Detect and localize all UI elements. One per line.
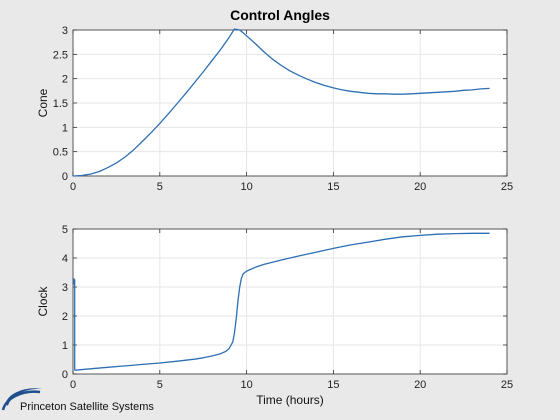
x-tick-label: 15	[327, 379, 339, 391]
figure-title: Control Angles	[230, 7, 330, 23]
logo: Princeton Satellite Systems	[1, 388, 154, 413]
clock-plot: 0 5 10 15 20 25 0 1 2 3 4 5 Clock Time (hours)	[36, 224, 513, 407]
axes-box	[72, 228, 508, 375]
x-tick-label: 5	[157, 181, 163, 193]
x-tick-label: 20	[414, 379, 426, 391]
logo-arc-icon	[1, 390, 41, 411]
y-tick-label: 1	[62, 122, 68, 134]
x-tick-label: 25	[501, 379, 513, 391]
series-line	[72, 28, 490, 177]
plot-area	[73, 229, 507, 374]
y-tick-label: 0.5	[53, 147, 68, 159]
y-tick-label: 1.5	[53, 98, 68, 110]
x-tick-label: 10	[240, 379, 252, 391]
x-tick-label: 15	[327, 181, 339, 193]
y-tick-label: 3	[62, 25, 68, 37]
cone-plot: 0 5 10 15 20 25 0 0.5 1 1.5 2 2.5 3 Cone	[36, 25, 513, 193]
x-tick-label: 0	[70, 181, 76, 193]
y-tick-label: 0	[62, 171, 68, 183]
y-tick-label: 2.5	[53, 49, 68, 61]
y-tick-label: 5	[62, 224, 68, 236]
x-axis-label: Time (hours)	[256, 393, 324, 407]
y-tick-label: 4	[62, 253, 68, 265]
y-tick-label: 0	[62, 369, 68, 381]
logo-text: Princeton Satellite Systems	[20, 401, 154, 413]
y-tick-label: 3	[62, 282, 68, 294]
x-tick-label: 0	[70, 379, 76, 391]
y-tick-label: 1	[62, 340, 68, 352]
y-tick-label: 2	[62, 311, 68, 323]
series-line	[73, 232, 490, 371]
y-axis-label: Clock	[36, 286, 50, 317]
x-tick-label: 5	[157, 379, 163, 391]
x-tick-label: 20	[414, 181, 426, 193]
x-tick-label: 10	[240, 181, 252, 193]
y-axis-label: Cone	[36, 88, 50, 117]
y-tick-label: 2	[62, 74, 68, 86]
x-tick-label: 25	[501, 181, 513, 193]
